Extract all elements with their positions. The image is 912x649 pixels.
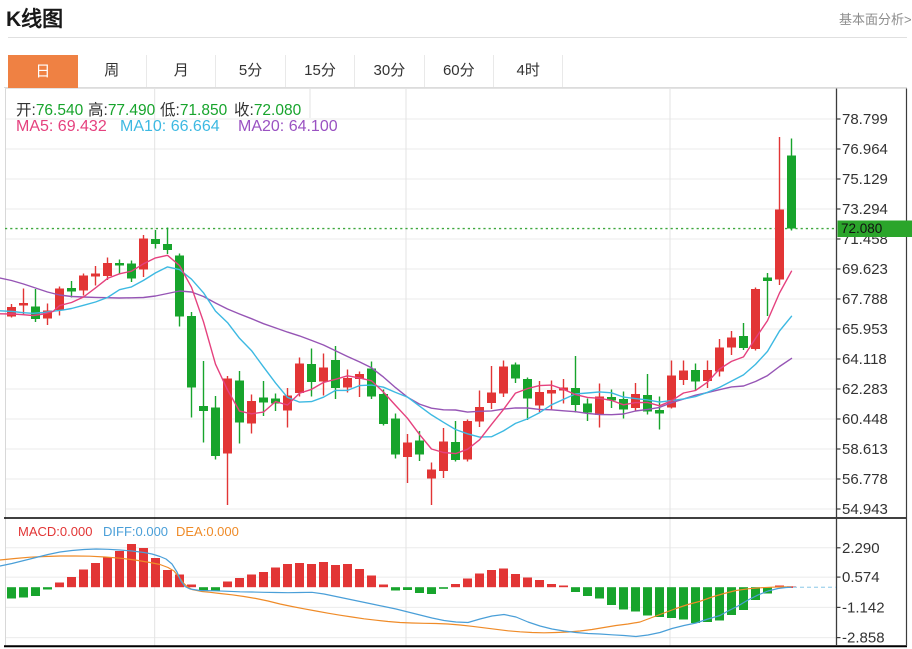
svg-text:65.953: 65.953	[842, 321, 888, 338]
svg-text:0.574: 0.574	[842, 569, 880, 586]
svg-text:62.283: 62.283	[842, 381, 888, 398]
svg-text:54.943: 54.943	[842, 501, 888, 518]
svg-text:75.129: 75.129	[842, 171, 888, 188]
svg-text:60.448: 60.448	[842, 411, 888, 428]
svg-text:-2.858: -2.858	[842, 630, 885, 647]
svg-text:56.778: 56.778	[842, 471, 888, 488]
svg-text:-1.142: -1.142	[842, 599, 885, 616]
svg-text:64.118: 64.118	[842, 351, 887, 368]
svg-text:72.080: 72.080	[841, 221, 882, 236]
svg-text:78.799: 78.799	[842, 111, 888, 128]
svg-text:67.788: 67.788	[842, 291, 888, 308]
svg-text:58.613: 58.613	[842, 441, 888, 458]
svg-text:76.964: 76.964	[842, 141, 888, 158]
svg-text:2.290: 2.290	[842, 540, 880, 557]
svg-text:69.623: 69.623	[842, 261, 888, 278]
svg-text:73.294: 73.294	[842, 201, 888, 218]
